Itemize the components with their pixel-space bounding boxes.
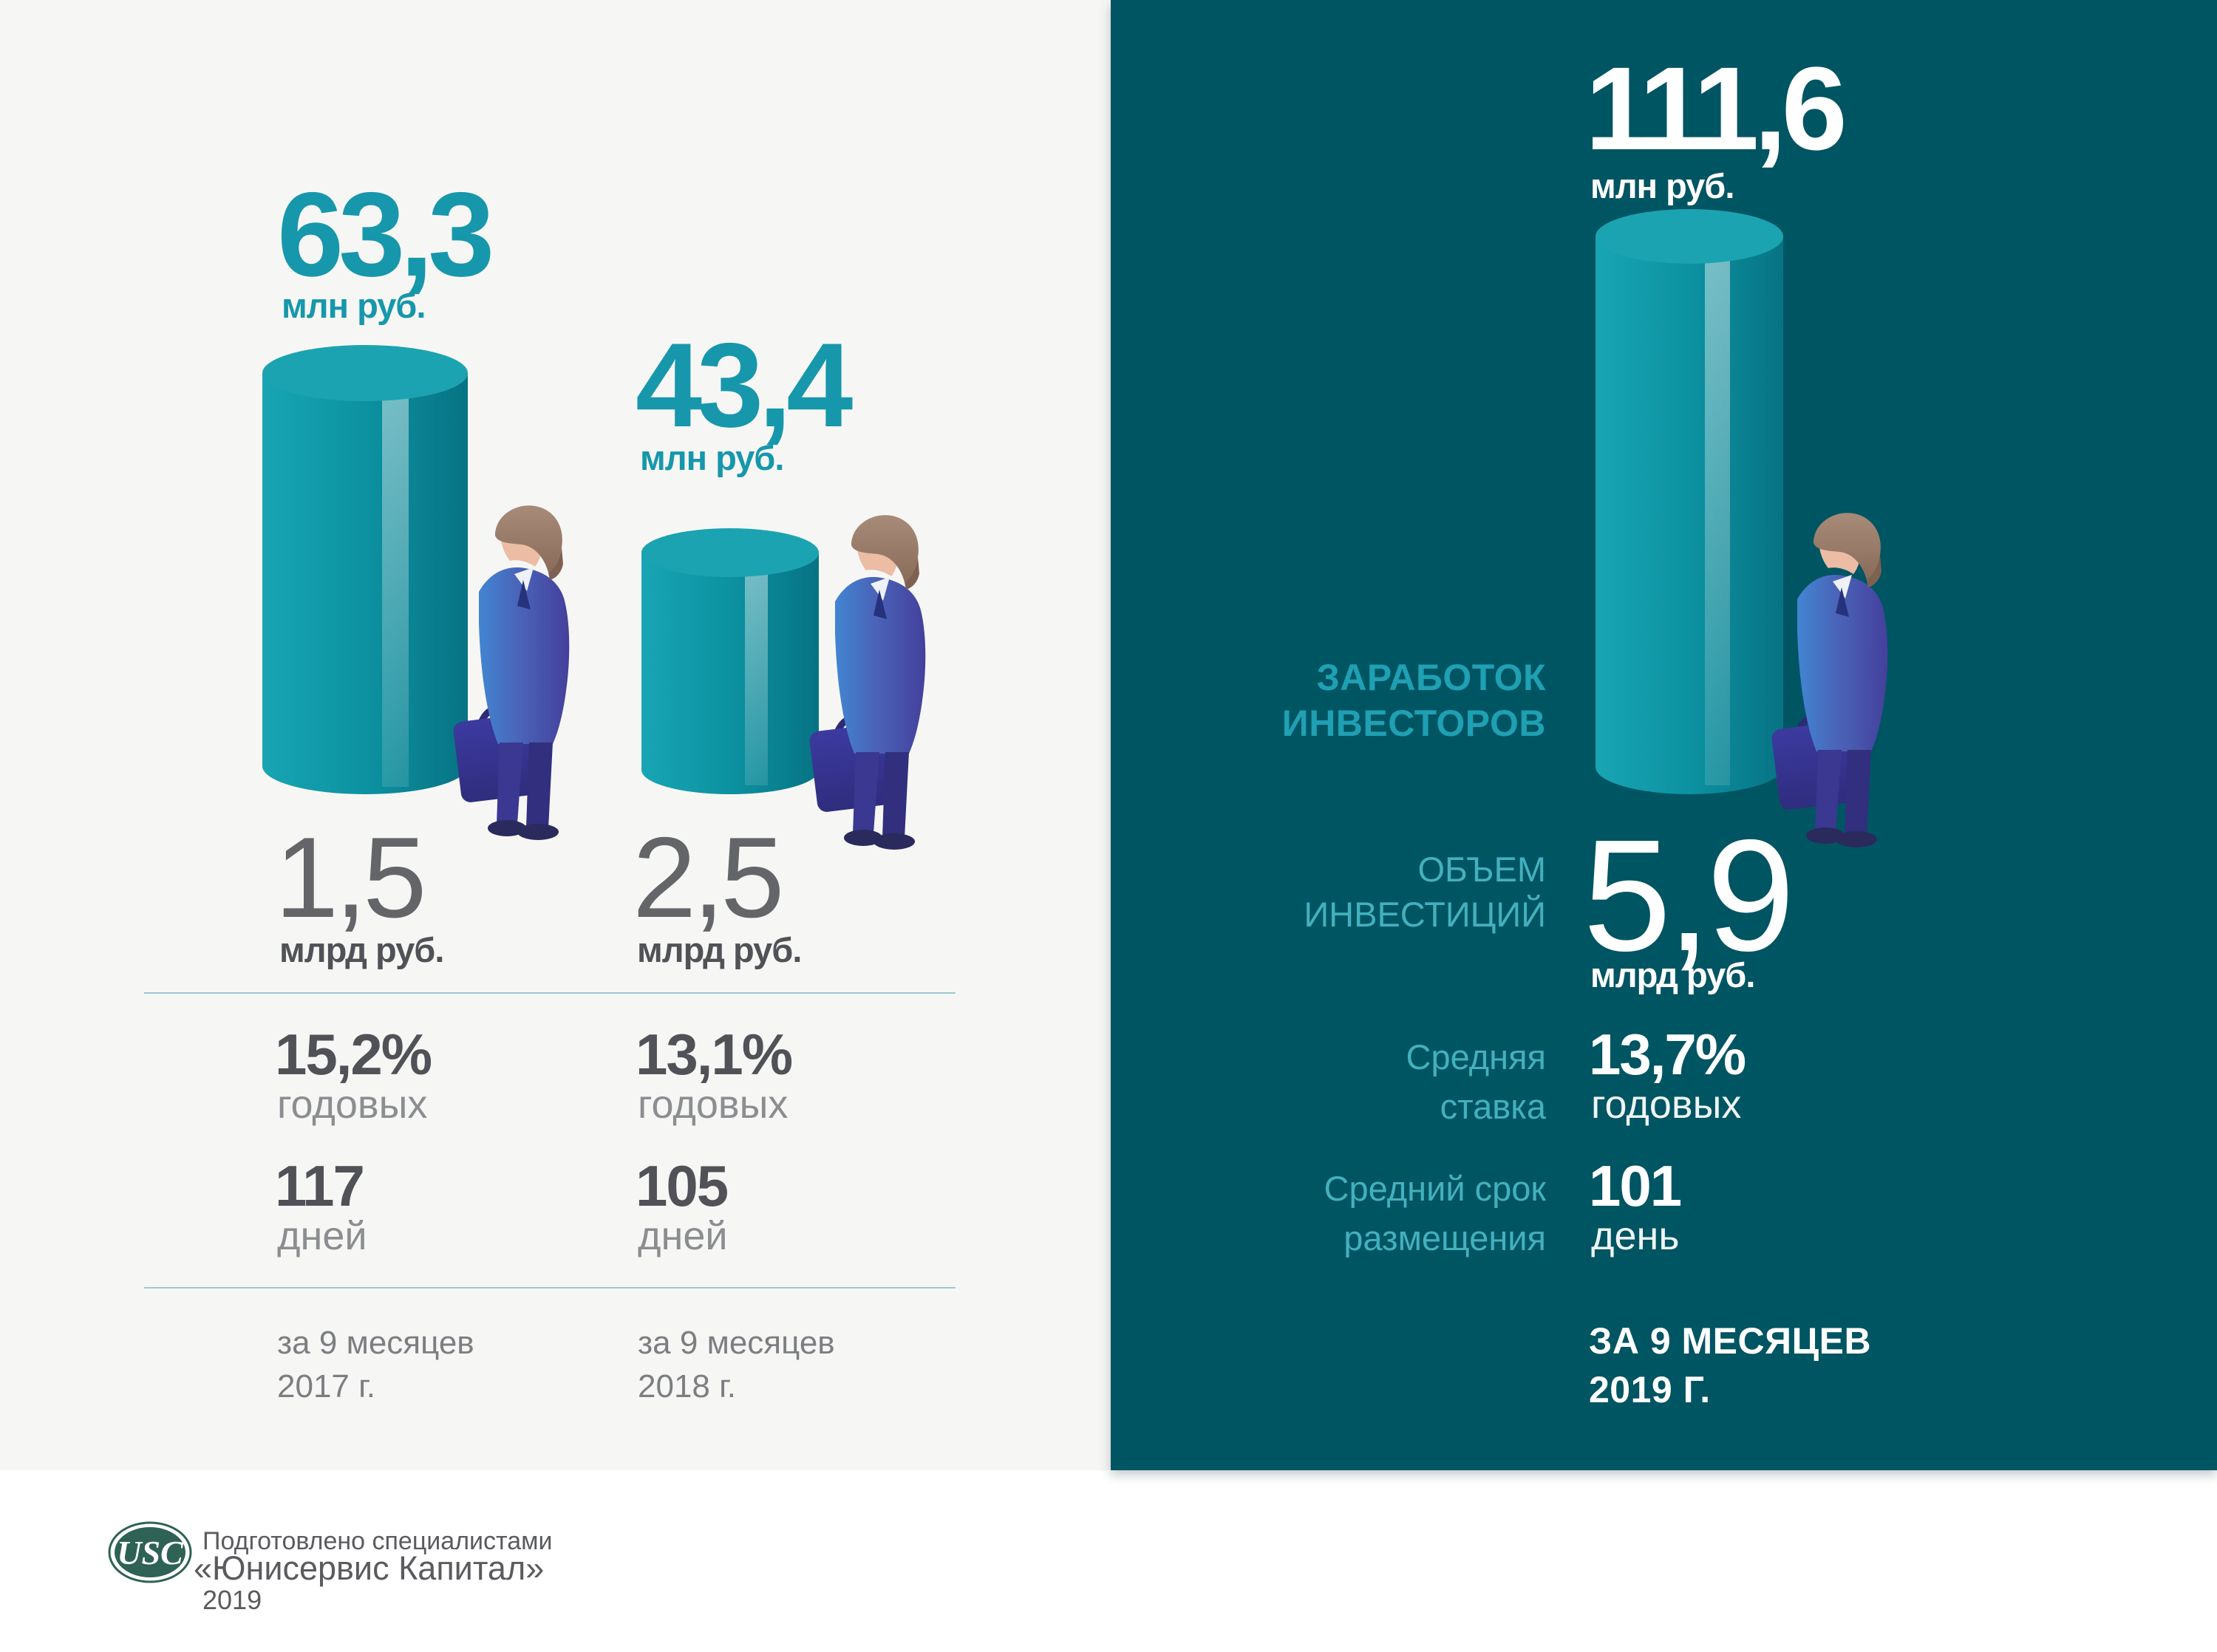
rate-2019-sublabel: годовых [1591, 1082, 1742, 1127]
cylinder-bar-2019 [1596, 209, 1783, 794]
period-2019: ЗА 9 МЕСЯЦЕВ 2019 Г. [1589, 1320, 1872, 1410]
credit-line-1: Подготовлено специалистами [202, 1527, 553, 1555]
rate-2018-value: 13,1% [636, 1022, 793, 1087]
earnings-2019-value: 111,6 [1585, 42, 1848, 174]
credit-line-3: 2019 [202, 1585, 262, 1615]
rate-2019-label: Средняя ставка [1406, 1037, 1546, 1126]
divider-bottom [144, 1287, 956, 1289]
volume-2019-value: 5,9 [1583, 806, 1795, 984]
volume-2018-unit: млрд руб. [637, 930, 802, 969]
credit-line-2: «Юнисервис Капитал» [194, 1549, 545, 1587]
businessman-illustration-2017 [452, 497, 582, 841]
earnings-2018-value: 43,4 [636, 318, 853, 452]
earnings-2019-label: ЗАРАБОТОК ИНВЕСТОРОВ [1281, 657, 1546, 744]
earnings-2018-unit: млн руб. [640, 438, 784, 477]
days-2018-value: 105 [636, 1153, 729, 1218]
volume-2019-label: ОБЪЕМ ИНВЕСТИЦИЙ [1304, 850, 1546, 935]
rate-2018-label: годовых [638, 1082, 789, 1127]
term-2019-sublabel: день [1591, 1214, 1680, 1258]
earnings-2017-value: 63,3 [277, 168, 494, 301]
period-2018: за 9 месяцев 2018 г. [638, 1325, 835, 1405]
days-2017-value: 117 [275, 1153, 365, 1218]
days-2017-label: дней [277, 1214, 367, 1258]
rate-2019-value: 13,7% [1589, 1022, 1746, 1087]
volume-2017-value: 1,5 [275, 813, 426, 941]
days-2018-label: дней [638, 1214, 728, 1258]
rate-2017-label: годовых [277, 1082, 428, 1127]
volume-2019-unit: млрд руб. [1590, 955, 1755, 994]
earnings-2017-unit: млн руб. [282, 286, 426, 325]
term-2019-label: Средний срок размещения [1324, 1169, 1546, 1257]
period-2017: за 9 месяцев 2017 г. [277, 1325, 474, 1405]
volume-2017-unit: млрд руб. [279, 930, 444, 969]
usc-logo-text: USC [117, 1534, 184, 1571]
volume-2018-value: 2,5 [633, 813, 784, 941]
term-2019-value: 101 [1589, 1153, 1682, 1218]
cylinder-bar-2017 [262, 345, 468, 794]
businessman-illustration-2019 [1771, 505, 1900, 848]
usc-logo: USC [108, 1521, 192, 1583]
cylinder-bar-2018 [641, 528, 819, 794]
rate-2017-value: 15,2% [275, 1022, 432, 1087]
earnings-2019-unit: млн руб. [1590, 166, 1734, 205]
businessman-illustration-2018 [808, 507, 938, 850]
divider-top [144, 992, 956, 994]
